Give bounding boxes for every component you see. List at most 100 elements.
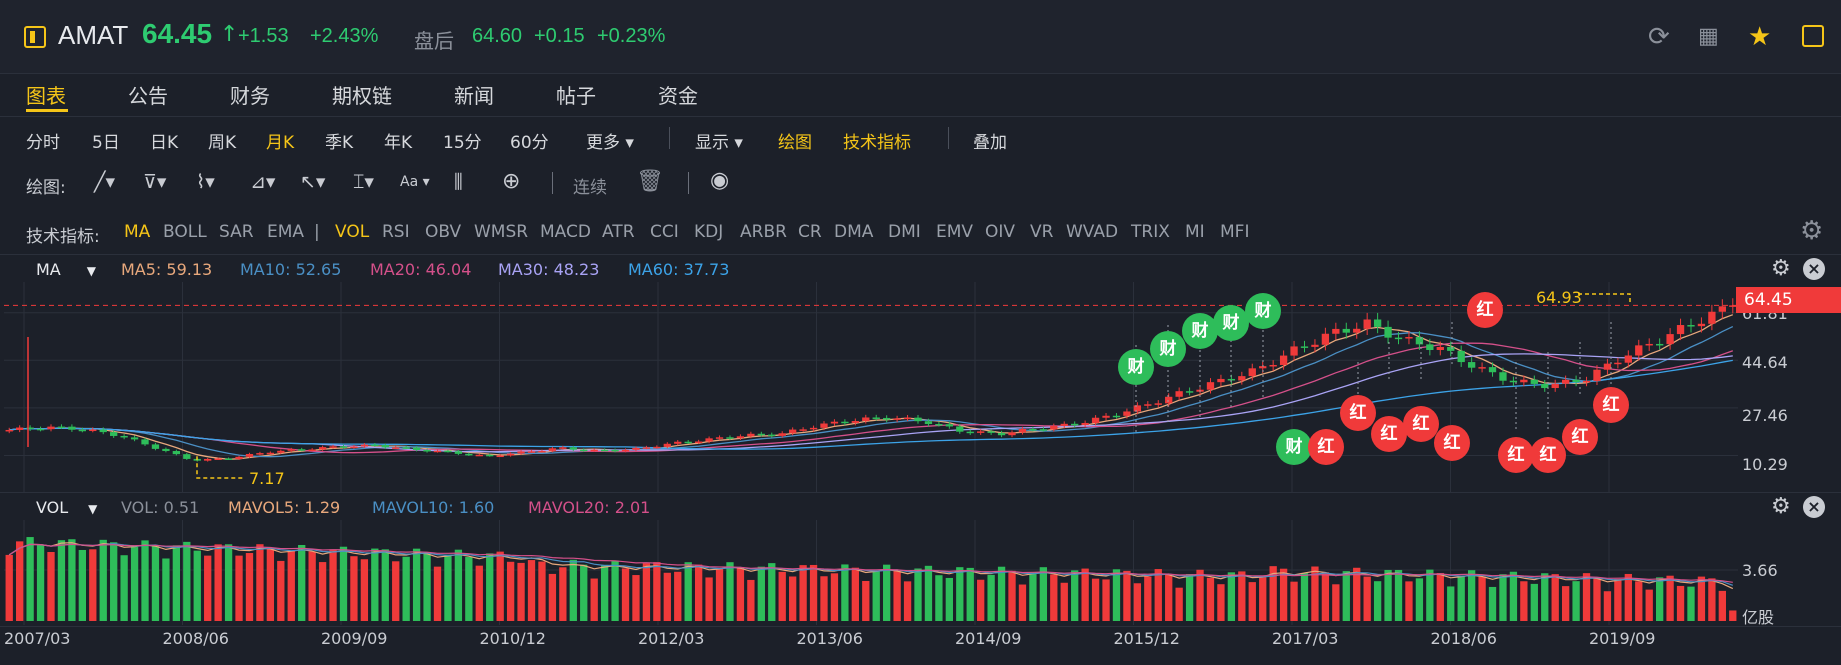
indicators-toggle[interactable]: 技术指标 [843, 133, 911, 153]
tab-posts[interactable]: 帖子 [556, 84, 596, 108]
earnings-badge[interactable]: 财 [1276, 429, 1312, 465]
ind-macd[interactable]: MACD [540, 222, 591, 242]
polyline-tool-icon[interactable]: ⊽▾ [143, 171, 167, 193]
wave-tool-icon[interactable]: ⌇▾ [196, 171, 215, 193]
trash-icon[interactable]: 🗑 [636, 169, 664, 194]
volume-bar [841, 564, 849, 621]
ind-vr[interactable]: VR [1030, 222, 1054, 242]
ma-select[interactable]: MA ▼ [36, 260, 96, 279]
earnings-badge[interactable]: 财 [1150, 331, 1186, 367]
earnings-badge[interactable]: 财 [1245, 293, 1281, 329]
period-daily[interactable]: 日K [150, 133, 179, 153]
sidebar-toggle-icon[interactable] [24, 26, 46, 48]
gear-icon[interactable]: ⚙ [1800, 216, 1824, 246]
vol-select[interactable]: VOL ▼ [36, 498, 97, 517]
grid-icon[interactable]: ▦ [1698, 24, 1719, 49]
ind-kdj[interactable]: KDJ [694, 222, 724, 242]
period-60min[interactable]: 60分 [510, 133, 549, 153]
continuous-toggle[interactable]: 连续 [573, 178, 607, 198]
dividend-badge[interactable]: 红 [1562, 419, 1598, 455]
dividend-badge[interactable]: 红 [1467, 292, 1503, 328]
line-tool-icon[interactable]: ╱▾ [94, 171, 115, 193]
ind-dma[interactable]: DMA [834, 222, 874, 242]
display-dropdown[interactable]: 显示 ▾ [695, 133, 743, 153]
vol-settings-icon[interactable]: ⚙ [1771, 494, 1791, 519]
ind-arbr[interactable]: ARBR [740, 222, 787, 242]
refresh-icon[interactable]: ⟳ [1648, 22, 1670, 52]
tab-capital[interactable]: 资金 [658, 84, 698, 108]
ind-trix[interactable]: TRIX [1131, 222, 1170, 242]
period-weekly[interactable]: 周K [208, 133, 237, 153]
ind-boll[interactable]: BOLL [163, 222, 207, 242]
ind-sar[interactable]: SAR [219, 222, 254, 242]
dividend-badge[interactable]: 红 [1308, 429, 1344, 465]
ind-wmsr[interactable]: WMSR [474, 222, 529, 242]
volume-chart[interactable] [0, 520, 1841, 625]
candle-body [1551, 383, 1559, 389]
panel-toggle-icon[interactable] [1802, 25, 1824, 47]
tab-financials[interactable]: 财务 [230, 84, 270, 108]
earnings-badge[interactable]: 财 [1213, 305, 1249, 341]
ind-rsi[interactable]: RSI [382, 222, 410, 242]
ind-dmi[interactable]: DMI [888, 222, 921, 242]
eye-icon[interactable]: ◉ [710, 168, 730, 193]
volume-bar [694, 564, 703, 621]
period-yearly[interactable]: 年K [384, 133, 413, 153]
overlay-button[interactable]: 叠加 [973, 133, 1007, 153]
period-monthly[interactable]: 月K [266, 133, 295, 153]
ind-oiv[interactable]: OIV [985, 222, 1016, 242]
fib-tool-icon[interactable]: ⊿▾ [250, 171, 276, 193]
font-tool-icon[interactable]: Aa ▾ [400, 174, 430, 190]
ind-vol[interactable]: VOL [335, 222, 370, 242]
candle-body [5, 429, 13, 432]
star-icon[interactable]: ★ [1748, 22, 1772, 52]
draw-toggle[interactable]: 绘图 [778, 133, 812, 153]
ind-wvad[interactable]: WVAD [1066, 222, 1119, 242]
volume-bar [663, 572, 671, 621]
candle-body [1363, 319, 1371, 329]
earnings-badge[interactable]: 财 [1118, 349, 1154, 385]
arrow-tool-icon[interactable]: ↖▾ [300, 171, 326, 193]
tab-news[interactable]: 新闻 [454, 84, 494, 108]
candle-body [1311, 344, 1319, 347]
ind-ema[interactable]: EMA [267, 222, 305, 242]
close-icon[interactable]: × [1803, 496, 1825, 518]
tab-announcements[interactable]: 公告 [128, 84, 168, 108]
dividend-badge[interactable]: 红 [1403, 406, 1439, 442]
tab-options[interactable]: 期权链 [332, 84, 392, 108]
ind-obv[interactable]: OBV [425, 222, 462, 242]
dividend-badge[interactable]: 红 [1340, 395, 1376, 431]
candle-body [1029, 429, 1037, 431]
period-5d[interactable]: 5日 [92, 133, 120, 153]
candle-body [1614, 362, 1622, 365]
earnings-badge[interactable]: 财 [1182, 313, 1218, 349]
ind-mi[interactable]: MI [1185, 222, 1205, 242]
dividend-badge[interactable]: 红 [1434, 425, 1470, 461]
dividend-badge[interactable]: 红 [1498, 437, 1534, 473]
volume-bar [1175, 587, 1183, 621]
tab-chart[interactable]: 图表 [26, 84, 66, 108]
period-intraday[interactable]: 分时 [26, 133, 60, 153]
zoom-icon[interactable]: ⊕ [502, 169, 521, 194]
period-15min[interactable]: 15分 [443, 133, 482, 153]
ind-cci[interactable]: CCI [650, 222, 679, 242]
ind-ma[interactable]: MA [124, 222, 151, 242]
candles [5, 298, 1737, 462]
close-icon[interactable]: × [1803, 258, 1825, 280]
more-dropdown[interactable]: 更多 ▾ [586, 133, 634, 153]
candle-tool-icon[interactable]: ⫼ [454, 171, 463, 193]
ind-cr[interactable]: CR [798, 222, 822, 242]
ind-atr[interactable]: ATR [602, 222, 635, 242]
dividend-badge[interactable]: 红 [1530, 437, 1566, 473]
dividend-badge[interactable]: 红 [1371, 416, 1407, 452]
candle-body [726, 437, 734, 439]
ind-mfi[interactable]: MFI [1220, 222, 1250, 242]
period-quarterly[interactable]: 季K [325, 133, 354, 153]
ma-settings-icon[interactable]: ⚙ [1771, 256, 1791, 281]
candle-body [1353, 328, 1361, 333]
candle-body [611, 449, 619, 452]
price-chart[interactable] [0, 282, 1841, 492]
ind-emv[interactable]: EMV [936, 222, 974, 242]
text-tool-icon[interactable]: ⌶▾ [353, 171, 374, 193]
dividend-badge[interactable]: 红 [1593, 387, 1629, 423]
